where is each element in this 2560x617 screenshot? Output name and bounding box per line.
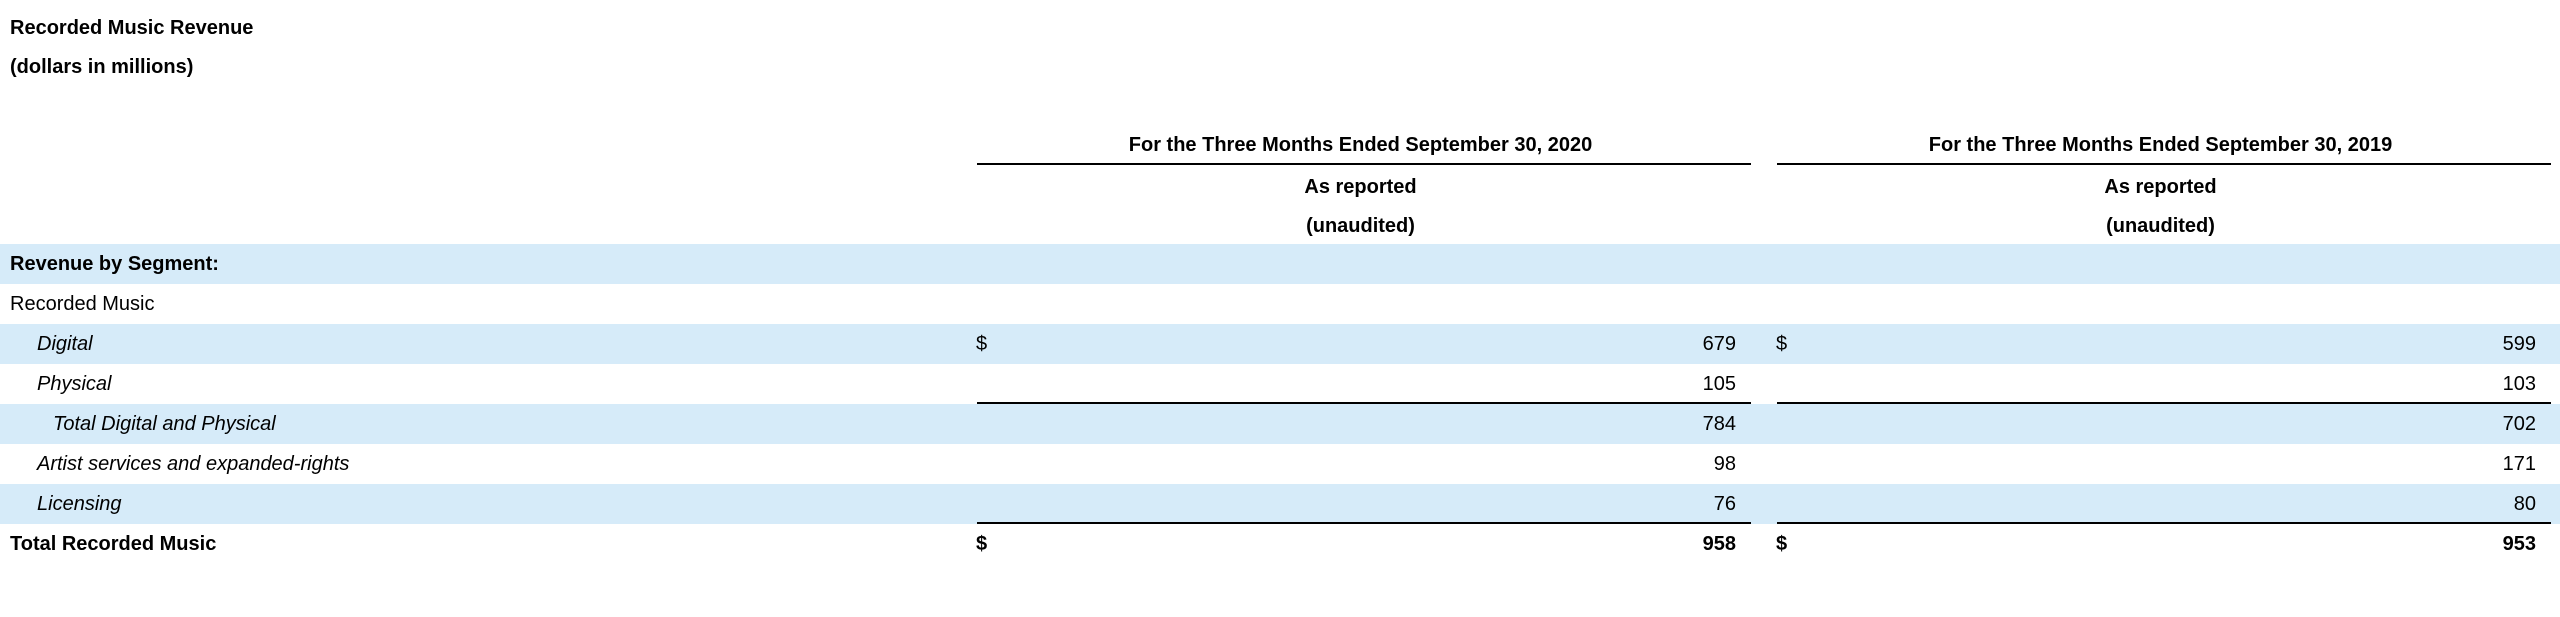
col1-period-header: For the Three Months Ended September 30,… (1128, 134, 1593, 156)
table-row: Recorded Music (0, 284, 2560, 324)
value-2020: 958 (1702, 533, 1736, 555)
report-title: Recorded Music Revenue (10, 17, 254, 39)
value-2019: 599 (2502, 333, 2536, 355)
table-row: Revenue by Segment: (0, 244, 2560, 284)
currency-symbol: $ (1776, 533, 1788, 555)
col2-basis-header: As reported (2104, 176, 2217, 198)
total-rule (1777, 522, 2551, 524)
col1-basis-header: As reported (1304, 176, 1417, 198)
value-2019: 103 (2502, 373, 2536, 395)
col2-header-rule (1777, 163, 2551, 165)
report-subtitle: (dollars in millions) (10, 56, 194, 78)
currency-symbol: $ (1776, 333, 1788, 355)
row-label: Digital (37, 333, 93, 355)
row-label: Revenue by Segment: (10, 253, 219, 275)
row-label: Physical (37, 373, 112, 395)
table-row: Licensing 76 80 (0, 484, 2560, 524)
value-2020: 784 (1702, 413, 1736, 435)
table-row: Digital $ 679 $ 599 (0, 324, 2560, 364)
value-2020: 76 (1713, 493, 1736, 515)
value-2019: 953 (2502, 533, 2536, 555)
row-label: Artist services and expanded-rights (37, 453, 350, 475)
table-row: Total Recorded Music $ 958 $ 953 (0, 524, 2560, 564)
col2-period-header: For the Three Months Ended September 30,… (1928, 134, 2393, 156)
row-label: Recorded Music (10, 293, 155, 315)
value-2019: 80 (2513, 493, 2536, 515)
row-label: Total Recorded Music (10, 533, 217, 555)
value-2020: 679 (1702, 333, 1736, 355)
value-2020: 105 (1702, 373, 1736, 395)
subtotal-rule (1777, 402, 2551, 404)
table-row: Artist services and expanded-rights 98 1… (0, 444, 2560, 484)
currency-symbol: $ (976, 333, 988, 355)
row-label: Total Digital and Physical (53, 413, 276, 435)
currency-symbol: $ (976, 533, 988, 555)
value-2019: 171 (2502, 453, 2536, 475)
col1-header-rule (977, 163, 1751, 165)
col1-audit-header: (unaudited) (1306, 215, 1415, 237)
table-row: Total Digital and Physical 784 702 (0, 404, 2560, 444)
col2-audit-header: (unaudited) (2106, 215, 2215, 237)
row-label: Licensing (37, 493, 122, 515)
subtotal-rule (977, 402, 1751, 404)
total-rule (977, 522, 1751, 524)
table-row: Physical 105 103 (0, 364, 2560, 404)
value-2020: 98 (1713, 453, 1736, 475)
value-2019: 702 (2502, 413, 2536, 435)
